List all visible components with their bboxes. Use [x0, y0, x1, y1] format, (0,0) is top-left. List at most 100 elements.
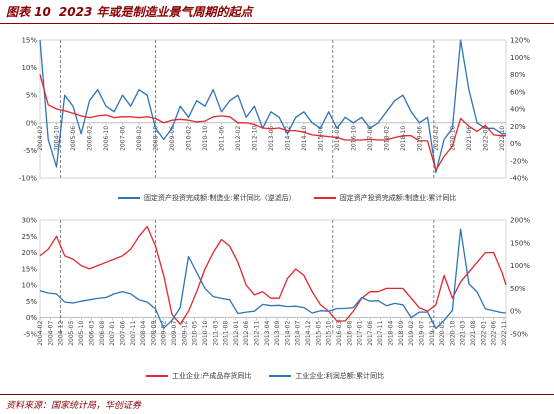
x-tick-label: 2021-08 — [470, 321, 477, 346]
x-tick-label: 2008-09 — [150, 321, 157, 346]
x-tick-label: 2011-08 — [223, 321, 230, 346]
x-tick-label: 2009-12 — [181, 321, 188, 346]
x-tick-label: 2018-09 — [398, 321, 405, 346]
figure-title-bar: 图表 10 2023 年或是制造业景气周期的起点 — [0, 0, 554, 24]
x-tick-label: 2007-06 — [119, 126, 126, 151]
left-tick-label: -5% — [23, 331, 37, 339]
bottom-chart: 30% 25% 20% 15% 10% 5% 0% -5% 200% 150% 100% 50% 0% -… — [21, 217, 530, 346]
x-tick-label: 2015-05 — [315, 321, 322, 346]
left-tick-label: 20% — [21, 249, 37, 257]
x-tick-label: 2012-01 — [233, 321, 240, 346]
x-tick-label: 2014-12 — [305, 321, 312, 346]
legend-item-blue: 工业企业:利润总额:累计同比 — [269, 371, 384, 381]
x-tick-label: 2007-01 — [109, 321, 116, 346]
left-tick-label: 10% — [21, 64, 37, 72]
legend-item-red: 工业企业:产成品存货同比 — [146, 371, 251, 381]
left-tick-label: 10% — [21, 282, 37, 290]
x-tick-label: 2019-02 — [408, 321, 415, 346]
left-tick-label: 15% — [21, 37, 37, 45]
figure-title: 2023 年或是制造业景气周期的起点 — [58, 5, 253, 19]
left-tick-label: 30% — [21, 217, 37, 225]
x-tick-label: 2006-03 — [89, 321, 96, 346]
x-tick-label: 2004-02 — [37, 126, 44, 151]
x-tick-label: 2006-08 — [99, 321, 106, 346]
left-tick-label: 5% — [26, 92, 37, 100]
left-tick-label: 5% — [26, 298, 37, 306]
right-tick-label: -20% — [510, 157, 528, 165]
x-tick-label: 2020-02 — [433, 126, 440, 151]
right-tick-label: 200% — [510, 217, 530, 225]
x-tick-label: 2015-06 — [317, 126, 324, 151]
x-tick-label: 2021-03 — [460, 321, 467, 346]
x-tick-label: 2015-10 — [326, 321, 333, 346]
series-line-0 — [39, 225, 507, 325]
x-tick-label: 2011-06 — [218, 126, 225, 151]
x-tick-label: 2009-07 — [171, 321, 178, 346]
x-tick-label: 2020-10 — [449, 321, 456, 346]
top-chart-legend: 固定资产投资完成额:制造业:累计同比（逆滤后） 固定资产投资完成额:制造业:累计… — [118, 193, 456, 203]
legend-swatch-red — [313, 197, 336, 199]
source-note: 资料来源：国家统计局，华创证券 — [0, 394, 554, 414]
x-tick-label: 2008-02 — [136, 126, 143, 151]
bottom-chart-legend: 工业企业:产成品存货同比 工业企业:利润总额:累计同比 — [146, 371, 384, 381]
x-tick-label: 2004-02 — [37, 321, 44, 346]
legend-item-red: 固定资产投资完成额:制造业:累计同比 — [313, 193, 457, 203]
right-tick-label: 100% — [510, 54, 530, 62]
x-tick-label: 2018-02 — [383, 126, 390, 151]
legend-item-blue: 固定资产投资完成额:制造业:累计同比（逆滤后） — [118, 193, 296, 203]
right-tick-label: 150% — [510, 239, 530, 247]
x-tick-label: 2022-06 — [491, 321, 498, 346]
x-tick-label: 2017-06 — [367, 321, 374, 346]
x-tick-label: 2012-11 — [254, 321, 261, 346]
right-tick-label: 0% — [510, 140, 521, 148]
x-tick-label: 2017-11 — [377, 321, 384, 346]
x-tick-label: 2004-10 — [53, 126, 60, 151]
x-tick-label: 2013-04 — [264, 321, 271, 346]
left-tick-label: 0% — [26, 119, 37, 127]
x-tick-label: 2019-07 — [418, 321, 425, 346]
legend-label: 固定资产投资完成额:制造业:累计同比 — [339, 194, 457, 202]
right-tick-label: 60% — [510, 88, 526, 96]
right-tick-label: 120% — [510, 37, 530, 45]
x-tick-label: 2005-10 — [78, 321, 85, 346]
right-tick-label: 20% — [510, 123, 526, 131]
x-tick-label: 2022-11 — [501, 321, 508, 346]
x-tick-label: 2022-10 — [499, 126, 506, 151]
x-tick-label: 2017-06 — [367, 126, 374, 151]
top-chart: 15% 10% 5% 0% -5% -10% 120% 100% 80% 60% 40% 20% 0% -… — [19, 37, 530, 183]
x-tick-label: 2019-12 — [429, 321, 436, 346]
x-tick-label: 2008-04 — [140, 321, 147, 346]
x-tick-label: 2007-11 — [130, 321, 137, 346]
plot-frame — [39, 39, 507, 179]
x-tick-label: 2010-10 — [202, 126, 209, 151]
legend-swatch-blue — [269, 375, 292, 377]
legend-label: 工业企业:利润总额:累计同比 — [295, 372, 385, 380]
x-tick-label: 2016-10 — [350, 126, 357, 151]
right-tick-label: 80% — [510, 71, 526, 79]
x-tick-label: 2014-10 — [301, 126, 308, 151]
right-tick-label: -40% — [510, 175, 528, 183]
legend-label: 固定资产投资完成额:制造业:累计同比（逆滤后） — [144, 194, 296, 202]
x-tick-label: 2004-12 — [58, 321, 65, 346]
x-tick-label: 2012-10 — [251, 126, 258, 151]
x-tick-label: 2021-06 — [466, 126, 473, 151]
series-line-1 — [39, 228, 507, 330]
right-tick-label: 100% — [510, 262, 530, 270]
legend-label: 工业企业:产成品存货同比 — [172, 372, 252, 380]
x-tick-label: 2005-06 — [70, 126, 77, 151]
left-tick-label: 0% — [26, 314, 37, 322]
x-tick-label: 2017-01 — [357, 321, 364, 346]
x-tick-label: 2010-10 — [202, 321, 209, 346]
x-tick-label: 2011-03 — [212, 321, 219, 346]
x-tick-label: 2014-02 — [284, 321, 291, 346]
legend-swatch-blue — [118, 197, 140, 199]
left-tick-label: 25% — [21, 233, 37, 241]
right-tick-label: 0% — [510, 308, 521, 316]
series-line-1 — [39, 74, 506, 171]
x-tick-label: 2006-10 — [103, 126, 110, 151]
left-tick-label: 15% — [21, 265, 37, 273]
x-tick-label: 2007-06 — [119, 321, 126, 346]
right-tick-label: 40% — [510, 106, 526, 114]
x-tick-label: 2018-04 — [388, 321, 395, 346]
plot-frame — [39, 219, 507, 335]
